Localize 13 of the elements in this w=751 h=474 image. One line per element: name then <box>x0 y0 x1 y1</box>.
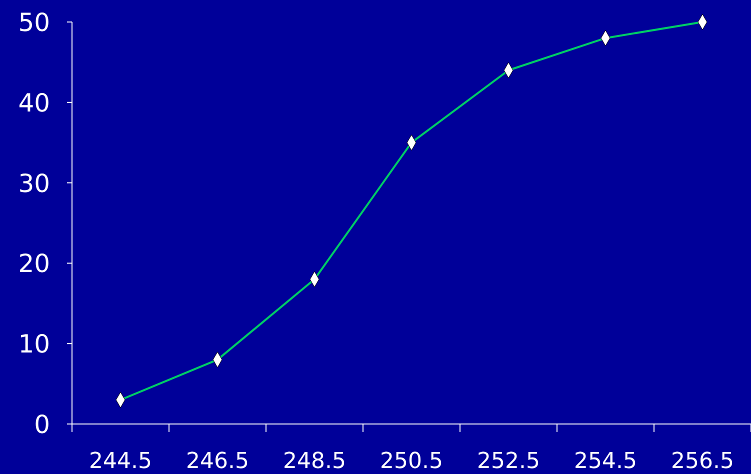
y-tick-label: 10 <box>18 330 50 359</box>
y-tick-label: 30 <box>18 168 50 198</box>
x-tick-label: 252.5 <box>477 449 540 474</box>
y-tick-label: 40 <box>18 88 50 118</box>
y-tick-label: 0 <box>34 410 50 439</box>
y-tick-label: 50 <box>18 8 50 37</box>
y-tick-label: 20 <box>18 249 50 278</box>
x-tick-label: 256.5 <box>671 449 734 474</box>
x-tick-label: 250.5 <box>380 449 443 474</box>
x-tick-label: 246.5 <box>186 449 249 474</box>
x-tick-label: 254.5 <box>574 449 637 474</box>
x-tick-label: 244.5 <box>89 449 152 474</box>
x-tick-label: 248.5 <box>283 449 346 474</box>
